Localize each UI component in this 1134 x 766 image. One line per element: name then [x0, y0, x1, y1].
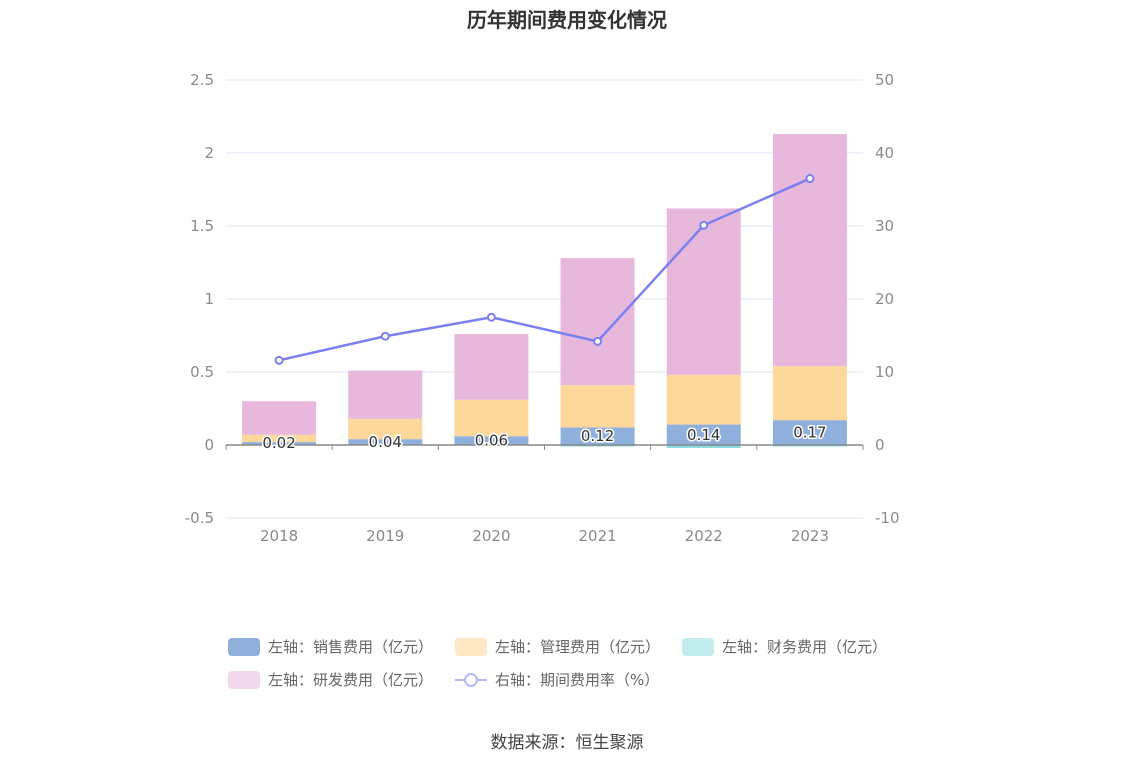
bar-sales — [772, 420, 847, 445]
x-tick-label: 2018 — [260, 527, 298, 545]
bar-sales — [560, 427, 635, 445]
y-right-tick-label: 20 — [875, 290, 894, 308]
legend-item-finance[interactable]: 左轴：财务费用（亿元） — [682, 636, 887, 657]
bar-rd — [772, 134, 847, 367]
y-left-tick-label: 1 — [204, 290, 214, 308]
bar-sales — [666, 424, 741, 445]
legend-item-sales[interactable]: 左轴：销售费用（亿元） — [228, 636, 433, 657]
legend-label-sales: 左轴：销售费用（亿元） — [268, 638, 434, 656]
bar-data-label: 0.06 — [475, 432, 508, 450]
legend-swatch-finance — [682, 637, 715, 656]
y-left-tick-label: 0.5 — [190, 363, 214, 381]
legend-swatch-sales — [228, 637, 260, 656]
rate-point — [593, 336, 603, 346]
y-right-tick-label: 50 — [875, 71, 894, 89]
legend-item-rd[interactable]: 左轴：研发费用（亿元） — [228, 669, 433, 690]
bar-admin — [454, 399, 529, 437]
bar-admin — [560, 385, 635, 428]
bar-data-label: 0.12 — [581, 427, 614, 445]
bar-data-label: 0.04 — [369, 433, 402, 451]
y-right-tick-label: 0 — [875, 436, 885, 454]
bar-rd — [348, 370, 423, 419]
bar-admin — [666, 374, 741, 425]
y-left-tick-label: 0 — [204, 436, 214, 454]
rate-line — [278, 177, 811, 362]
data-labels: 0.02 0.04 0.06 0.12 0.14 0.17 — [261, 422, 828, 453]
rate-line-series — [274, 174, 815, 365]
bar-admin — [242, 434, 317, 443]
y-right-tick-label: 40 — [875, 144, 894, 162]
bar-rd — [666, 208, 741, 375]
rate-point — [274, 355, 284, 365]
legend: 左轴：销售费用（亿元） 左轴：管理费用（亿元） 左轴：财务费用（亿元） 左轴：研… — [228, 630, 928, 696]
bar-data-label: 0.02 — [262, 434, 295, 452]
legend-swatch-admin — [455, 637, 488, 656]
legend-row-1: 左轴：销售费用（亿元） 左轴：管理费用（亿元） 左轴：财务费用（亿元） — [228, 630, 928, 663]
chart-title: 历年期间费用变化情况 — [467, 8, 667, 32]
legend-label-rd: 左轴：研发费用（亿元） — [268, 671, 434, 689]
grid-lines — [226, 79, 863, 519]
bar-admin — [772, 366, 847, 421]
y-left-tick-label: 1.5 — [190, 217, 214, 235]
bar-rd — [454, 334, 529, 400]
rate-point — [486, 312, 496, 322]
rate-point — [805, 174, 815, 184]
data-source: 数据来源：恒生聚源 — [490, 733, 644, 753]
axes: -0.5 -10 0 0 0.5 10 1 20 1.5 30 2 40 2.5 50 2018 2019 20… — [185, 71, 900, 545]
bar-admin — [348, 418, 423, 440]
x-tick-label: 2023 — [791, 527, 829, 545]
bar-sales — [454, 436, 529, 445]
bar-rd — [560, 258, 635, 386]
x-tick-label: 2020 — [472, 527, 510, 545]
x-tick-label: 2021 — [578, 527, 616, 545]
rate-point — [699, 220, 709, 230]
y-right-tick-label: -10 — [875, 509, 900, 527]
y-right-tick-label: 10 — [875, 363, 894, 381]
legend-line-marker-icon — [455, 671, 488, 689]
bar-finance — [666, 445, 741, 448]
bar-sales — [348, 439, 423, 445]
legend-label-finance: 左轴：财务费用（亿元） — [722, 638, 888, 656]
x-tick-label: 2022 — [685, 527, 723, 545]
x-tick-label: 2019 — [366, 527, 404, 545]
bar-data-label: 0.14 — [687, 426, 720, 444]
y-left-tick-label: -0.5 — [185, 509, 214, 527]
legend-item-rate[interactable]: 右轴：期间费用率（%） — [455, 669, 659, 690]
legend-swatch-rd — [228, 670, 260, 689]
bar-rd — [242, 401, 317, 435]
legend-item-admin[interactable]: 左轴：管理费用（亿元） — [455, 636, 660, 657]
y-right-tick-label: 30 — [875, 217, 894, 235]
y-left-tick-label: 2 — [204, 144, 214, 162]
bar-sales — [242, 442, 317, 445]
legend-label-admin: 左轴：管理费用（亿元） — [495, 638, 661, 656]
bar-series — [242, 134, 847, 448]
rate-point — [380, 331, 390, 341]
bar-data-label: 0.17 — [793, 424, 826, 442]
y-left-tick-label: 2.5 — [190, 71, 214, 89]
legend-label-rate: 右轴：期间费用率（%） — [495, 671, 660, 689]
legend-row-2: 左轴：研发费用（亿元） 右轴：期间费用率（%） — [228, 663, 928, 696]
